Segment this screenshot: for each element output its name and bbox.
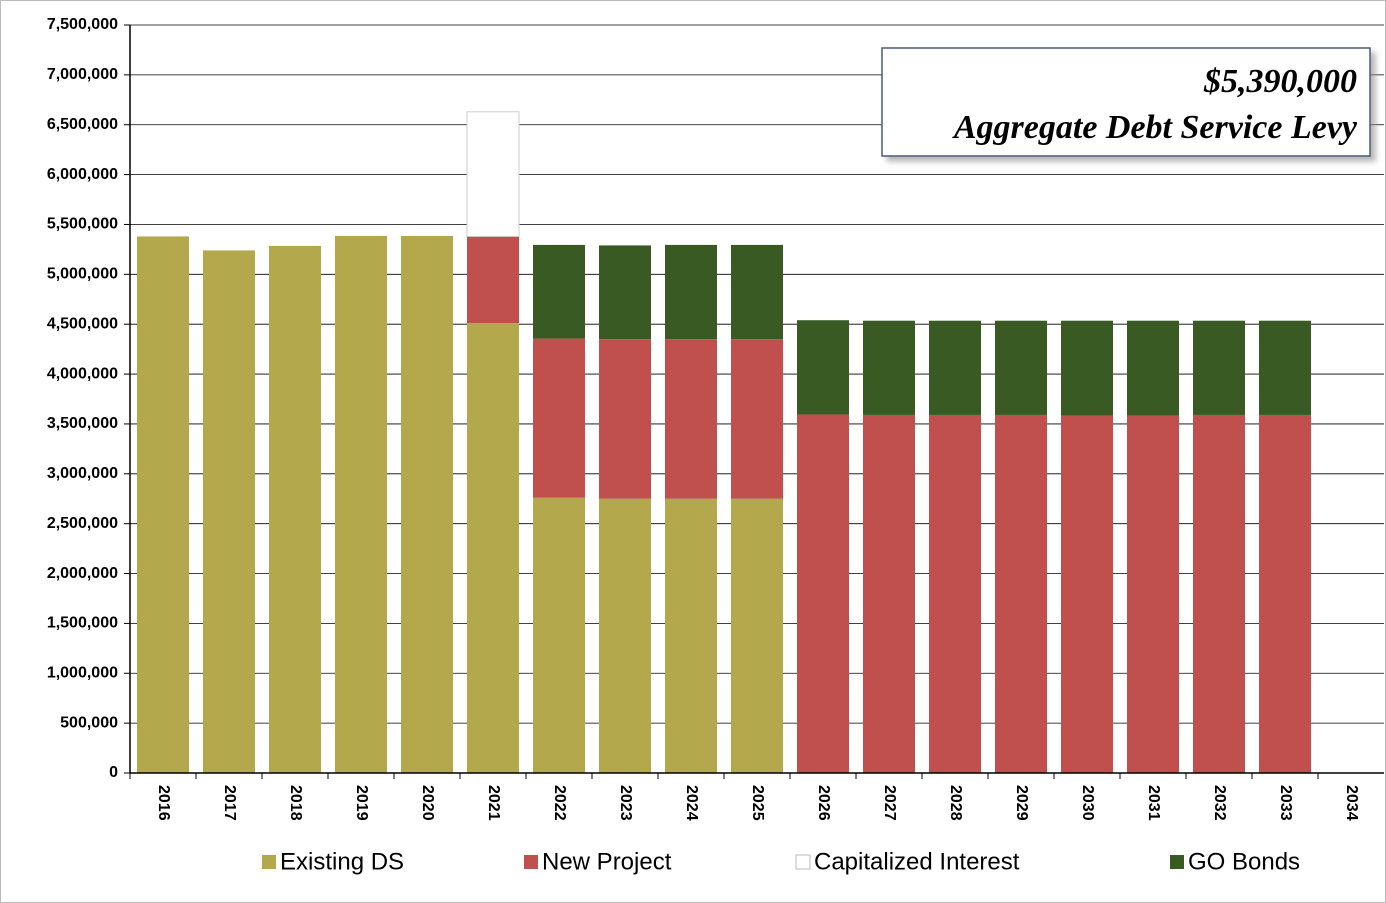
bar-segment [599,498,651,773]
x-tick-label: 2021 [485,785,502,821]
bar-segment [1259,414,1311,773]
bar-segment [466,111,520,237]
legend-swatch [262,855,276,869]
y-tick-label: 7,500,000 [47,16,118,33]
bar-segment [269,245,321,774]
bar-segment [995,414,1047,773]
bar-segment [1061,320,1113,416]
bar-segment [665,498,717,773]
x-tick-label: 2032 [1211,785,1228,821]
bar-segment [929,414,981,773]
bar-segment [731,339,783,499]
x-tick-label: 2026 [815,785,832,821]
x-tick-label: 2029 [1013,785,1030,821]
legend-label: GO Bonds [1188,848,1300,875]
bar-segment [797,414,849,773]
plot-area: 0 500,000 1,000,000 1,500,000 2,000,000 2,500… [47,16,1384,821]
bar-segment [533,497,585,773]
x-tick-label: 2023 [617,785,634,821]
y-tick-label: 0 [109,764,118,781]
y-tick-label: 3,000,000 [47,465,118,482]
x-tick-label: 2030 [1079,785,1096,821]
annotation-line: $5,390,000 [1203,63,1357,100]
bar-segment [995,320,1047,415]
x-tick-label: 2033 [1277,785,1294,821]
x-tick-label: 2020 [419,785,436,821]
y-tick-label: 6,500,000 [47,116,118,133]
bar-segment [599,339,651,499]
x-tick-label: 2034 [1343,785,1360,821]
y-tick-label: 1,500,000 [47,615,118,632]
annotation-line: Aggregate Debt Service Levy [952,109,1358,146]
y-tick-label: 1,000,000 [47,664,118,681]
x-tick-label: 2017 [221,785,238,821]
legend-swatch [1170,855,1184,869]
y-tick-label: 2,500,000 [47,515,118,532]
legend-label: New Project [542,848,672,875]
x-tick-label: 2031 [1145,785,1162,821]
bar-segment [1061,415,1113,773]
bar-segment [401,235,453,773]
y-tick-label: 5,000,000 [47,266,118,283]
bar-segment [863,414,915,773]
bar-segment [467,323,519,773]
y-tick-label: 500,000 [60,714,118,731]
x-tick-label: 2024 [683,785,700,821]
bar-segment [599,245,651,340]
bar-segment [1193,414,1245,773]
bar-segment [863,320,915,415]
bar-segment [335,235,387,773]
bar-segment [797,320,849,415]
bar-segment [467,236,519,324]
legend-swatch [795,854,811,870]
bar-segment [665,339,717,499]
y-tick-label: 4,000,000 [47,365,118,382]
y-tick-label: 6,000,000 [47,166,118,183]
y-tick-label: 5,500,000 [47,216,118,233]
bar-segment [1127,320,1179,416]
annotation-box [881,47,1371,157]
x-tick-label: 2016 [155,785,172,821]
legend-label: Existing DS [280,848,404,875]
y-tick-label: 2,000,000 [47,565,118,582]
bar-segment [1127,415,1179,773]
bar-segment [731,498,783,773]
legend-label: Capitalized Interest [814,848,1020,875]
bar-segment [929,320,981,415]
y-tick-label: 7,000,000 [47,66,118,83]
x-tick-label: 2027 [881,785,898,821]
bar-segment [1259,320,1311,415]
legend-swatch [524,855,538,869]
y-tick-label: 4,500,000 [47,315,118,332]
x-tick-label: 2018 [287,785,304,821]
bar-segment [665,244,717,340]
x-tick-label: 2019 [353,785,370,821]
bar-segment [731,244,783,340]
y-tick-label: 3,500,000 [47,415,118,432]
x-tick-label: 2028 [947,785,964,821]
bar-segment [203,250,255,773]
bar-segment [137,236,189,773]
bar-segment [533,244,585,339]
x-tick-label: 2022 [551,785,568,821]
x-tick-label: 2025 [749,785,766,821]
bar-segment [533,338,585,498]
bar-segment [1193,320,1245,415]
